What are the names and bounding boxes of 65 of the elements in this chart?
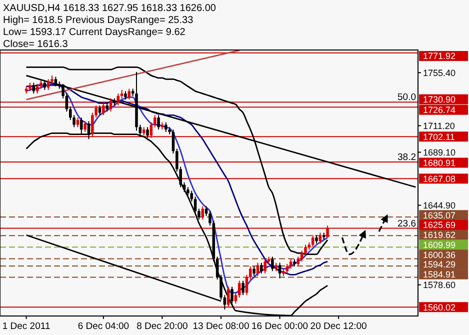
x-tick-label: 8 Dec 20:00 [136,321,188,332]
candlestick [194,196,197,214]
candlestick [296,256,300,267]
candlestick [46,78,50,90]
candlestick [84,120,86,132]
candlestick [245,274,248,296]
ref-line-label: 1771.92 [423,51,456,62]
candlestick [238,280,241,298]
candlestick [242,280,244,296]
x-tick-label: 1 Dec 2011 [2,321,50,332]
candlestick [256,262,260,276]
candlestick [230,286,234,304]
ref-line-label: 1609.99 [423,240,456,250]
candlestick [300,250,304,262]
y-tick-label: 1689.10 [423,147,456,158]
candlestick [98,105,102,116]
annotation: 50.0 [398,92,416,104]
x-tick-label: 20 Dec 12:00 [310,321,367,332]
ref-line-label: 1726.74 [423,105,456,116]
text: High= 1618.5 Previous DaysRange= 25.33 [3,15,194,26]
candlestick [289,258,292,270]
candlestick [234,292,238,304]
candlestick [318,232,322,244]
ref-line-label: 1702.11 [423,132,455,142]
text: Low= 1593.17 Current DaysRange= 9.62 [3,27,186,38]
ref-line-label: 1680.91 [423,158,456,168]
candlestick [260,262,263,274]
annotation: 38.2 [398,152,416,164]
candlestick [264,258,266,274]
candlestick [164,122,168,132]
y-tick-label: 1755.40 [423,68,456,78]
candlestick [226,286,230,308]
candlestick [32,82,36,94]
candlestick [286,263,289,274]
ref-line-label: 1594.29 [423,260,456,270]
chart-title: XAUUSD,H4 1618.33 1627.95 1618.33 1626.00 [3,3,216,14]
ref-line-label: 1619.62 [423,230,456,240]
ref-line-label: 1635.07 [423,210,456,220]
candlestick [201,206,204,220]
candlestick [278,262,282,279]
y-tick-label: 1644.90 [423,200,456,210]
ref-line-label: 1730.90 [423,94,456,105]
candlestick [157,114,160,130]
ref-line-label: 1625.69 [423,220,456,230]
candlestick [102,102,105,116]
y-tick-label: 1578.60 [423,280,456,290]
candlestick [271,256,274,272]
y-tick-label: 1711.20 [423,120,455,131]
candlestick [150,122,153,138]
candlestick [190,190,193,202]
ref-line-label: 1584.91 [423,270,456,280]
candlestick [249,266,252,280]
x-tick-label: 6 Dec 04:00 [78,321,130,332]
ref-line-label: 1667.08 [423,174,456,184]
candlestick [128,88,131,100]
annotation: 23.6 [398,218,416,230]
candlestick [252,266,256,276]
ref-line-label: 1600.36 [423,250,456,260]
x-tick-label: 16 Dec 00:00 [252,321,308,332]
annotation: Close= 1616.3 [3,39,68,50]
candlestick [153,114,156,128]
x-tick-label: 13 Dec 08:00 [192,321,250,332]
candlestick [172,129,175,154]
candlestick [182,182,186,192]
ref-line-label: 1560.02 [423,302,456,312]
